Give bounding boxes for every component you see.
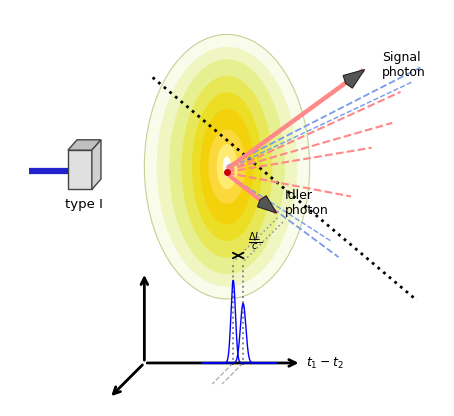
Ellipse shape — [223, 156, 231, 177]
Ellipse shape — [192, 92, 262, 241]
Ellipse shape — [169, 59, 285, 274]
Text: type I: type I — [65, 198, 103, 210]
Ellipse shape — [208, 129, 246, 204]
Polygon shape — [343, 69, 365, 88]
Text: Idler
photon: Idler photon — [285, 189, 329, 218]
Ellipse shape — [182, 76, 272, 258]
Text: Signal
photon: Signal photon — [382, 51, 426, 79]
Ellipse shape — [157, 47, 297, 287]
Ellipse shape — [144, 35, 310, 299]
Polygon shape — [257, 196, 276, 213]
Ellipse shape — [217, 144, 237, 189]
Ellipse shape — [200, 109, 254, 225]
Polygon shape — [68, 140, 101, 150]
Text: $\frac{\Delta L}{c}$: $\frac{\Delta L}{c}$ — [248, 230, 262, 253]
Polygon shape — [92, 140, 101, 189]
Polygon shape — [68, 150, 92, 189]
Text: $t_1-t_2$: $t_1-t_2$ — [306, 355, 343, 371]
